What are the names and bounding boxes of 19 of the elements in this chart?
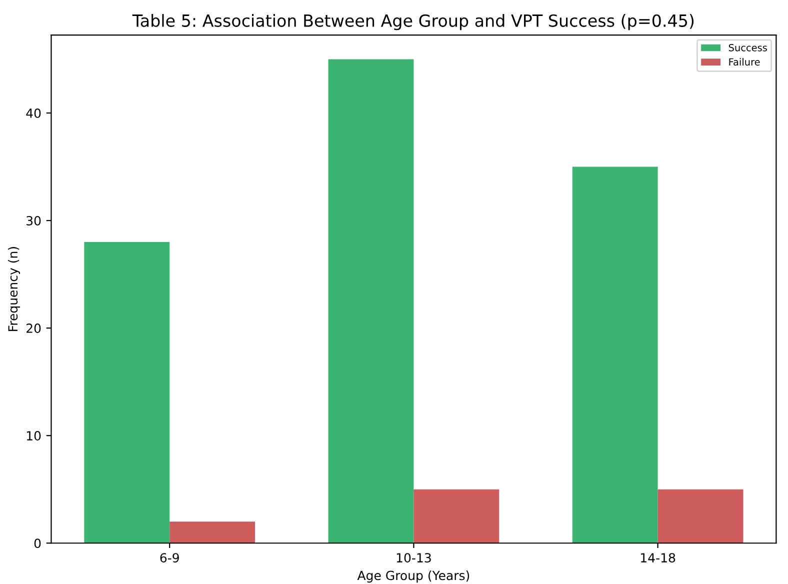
y-tick-label: 0: [34, 538, 41, 548]
y-tick-label: 30: [26, 216, 41, 226]
y-tick-label: 40: [26, 108, 41, 118]
bar: [414, 489, 500, 544]
x-axis-title: Age Group (Years): [357, 570, 470, 583]
legend-label: Success: [728, 44, 767, 52]
x-tick-label: 14-18: [641, 553, 676, 563]
legend-label: Failure: [729, 58, 760, 66]
y-tick-label: 20: [26, 324, 41, 333]
chart-title: Table 5: Association Between Age Group and VPT Success (p=0.45): [132, 14, 694, 30]
bar: [170, 522, 256, 544]
y-tick-label: 10: [26, 431, 41, 441]
bar: [84, 242, 170, 544]
x-tick-label: 10-13: [396, 553, 431, 563]
bar: [658, 489, 744, 544]
bar: [572, 166, 658, 544]
x-tick-label: 6-9: [160, 553, 179, 563]
y-axis-title: Frequency (n): [8, 247, 20, 331]
bar: [328, 59, 414, 544]
